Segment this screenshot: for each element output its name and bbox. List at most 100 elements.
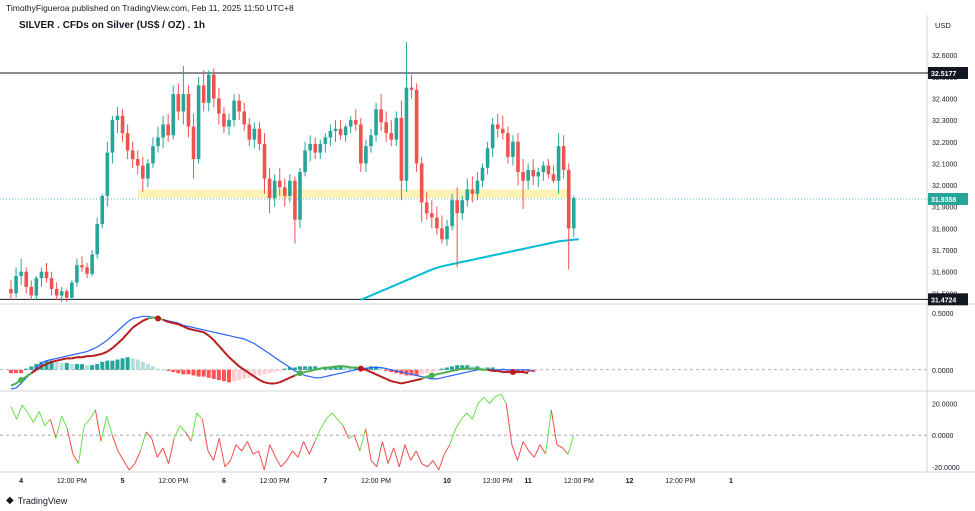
macd-signal-segment <box>137 319 144 326</box>
osc-line-segment <box>27 412 34 423</box>
candle-body <box>369 135 373 147</box>
osc-line-segment <box>511 444 518 461</box>
candle-body <box>212 74 216 99</box>
candle-body <box>80 265 84 268</box>
macd-signal-segment <box>299 371 306 375</box>
price-axis-tick: 32.5000 <box>932 75 957 82</box>
macd-histogram-bar <box>125 357 130 370</box>
macd-signal-segment <box>456 367 463 371</box>
candle-body <box>500 128 505 134</box>
macd-histogram-bar <box>460 365 465 370</box>
price-axis-tick: 32.2000 <box>932 140 957 147</box>
macd-histogram-bar <box>135 359 140 370</box>
candle-body <box>166 124 170 136</box>
macd-signal-segment <box>314 367 321 371</box>
osc-line-segment <box>156 447 164 458</box>
macd-histogram-bar <box>24 368 29 370</box>
macd-cross-marker <box>296 370 303 377</box>
macd-signal-segment <box>279 379 286 384</box>
candle-body <box>49 278 54 290</box>
macd-histogram-bar <box>445 367 450 370</box>
macd-histogram-bar <box>232 369 237 382</box>
macd-signal-segment <box>253 375 260 381</box>
time-axis-tick: 12:00 PM <box>361 478 391 485</box>
osc-line-segment <box>297 441 305 458</box>
macd-histogram-bar <box>521 369 526 373</box>
osc-line-segment <box>488 396 496 404</box>
candle-body <box>44 271 49 279</box>
macd-histogram-bar <box>384 369 389 371</box>
osc-line-segment <box>173 425 181 439</box>
macd-signal-segment <box>421 375 428 380</box>
macd-signal-segment <box>431 373 438 377</box>
candle-body <box>298 172 302 220</box>
candle-body <box>242 111 247 125</box>
macd-signal-segment <box>396 381 402 385</box>
candle-body <box>39 271 44 279</box>
candle-body <box>293 180 297 220</box>
macd-signal-segment <box>238 365 245 371</box>
time-axis-tick: 11 <box>524 478 532 485</box>
macd-histogram-bar <box>49 360 54 370</box>
macd-histogram-bar <box>308 366 313 370</box>
macd-histogram-bar <box>29 366 34 370</box>
candle-body <box>541 165 546 173</box>
macd-histogram-bar <box>54 361 59 370</box>
candle-body <box>430 213 434 218</box>
macd-histogram-bar <box>470 366 475 370</box>
price-axis-tick: 32.3000 <box>932 118 957 125</box>
candle-body <box>440 228 444 240</box>
macd-histogram-bar <box>145 364 150 370</box>
candle-body <box>318 143 323 153</box>
candle-body <box>29 286 34 296</box>
candle-body <box>414 89 419 164</box>
candle-body <box>206 74 211 103</box>
osc-line-segment <box>472 403 479 420</box>
osc-line-segment <box>286 450 293 461</box>
macd-axis-tick: 0.0000 <box>932 368 954 375</box>
candle-body <box>95 224 99 255</box>
macd-signal-segment <box>522 371 529 375</box>
macd-histogram-bar <box>221 369 226 382</box>
macd-signal-segment <box>15 379 22 385</box>
macd-signal-segment <box>101 350 108 355</box>
candle-body <box>141 165 145 179</box>
macd-histogram-bar <box>480 367 485 370</box>
current-price-label: 31.9358 <box>931 197 956 204</box>
candle-body <box>445 226 449 240</box>
macd-cross-marker <box>428 372 435 379</box>
osc-line-segment <box>241 441 248 452</box>
macd-histogram-bar <box>85 365 90 370</box>
osc-line-segment <box>21 404 29 414</box>
osc-line-segment <box>460 412 468 420</box>
candle-body <box>419 163 424 203</box>
macd-cross-marker <box>18 377 25 384</box>
macd-signal-segment <box>355 366 362 370</box>
candle-body <box>222 113 226 127</box>
osc-line-segment <box>567 435 575 455</box>
time-axis-tick: 12:00 PM <box>260 478 290 485</box>
osc-line-segment <box>331 412 338 420</box>
macd-signal-segment <box>193 328 199 333</box>
osc-line-segment <box>545 409 552 455</box>
osc-line-segment <box>562 447 569 455</box>
candle-body <box>404 87 409 181</box>
candle-body <box>59 291 64 296</box>
candle-body <box>19 271 23 277</box>
macd-signal-segment <box>233 361 240 368</box>
candle-body <box>146 163 150 179</box>
macd-signal-segment <box>56 358 62 362</box>
candle-body <box>85 267 89 274</box>
osc-line-segment <box>123 460 130 471</box>
osc-line-segment <box>145 431 153 439</box>
currency-label: USD <box>935 21 951 30</box>
macd-signal-segment <box>162 318 169 323</box>
candle-body <box>409 87 414 90</box>
candle-body <box>435 217 439 229</box>
macd-histogram-bar <box>379 367 384 370</box>
macd-histogram-bar <box>287 367 292 370</box>
level-price-label: 32.5177 <box>931 71 956 78</box>
osc-line-segment <box>134 450 141 464</box>
candle-body <box>353 120 358 125</box>
